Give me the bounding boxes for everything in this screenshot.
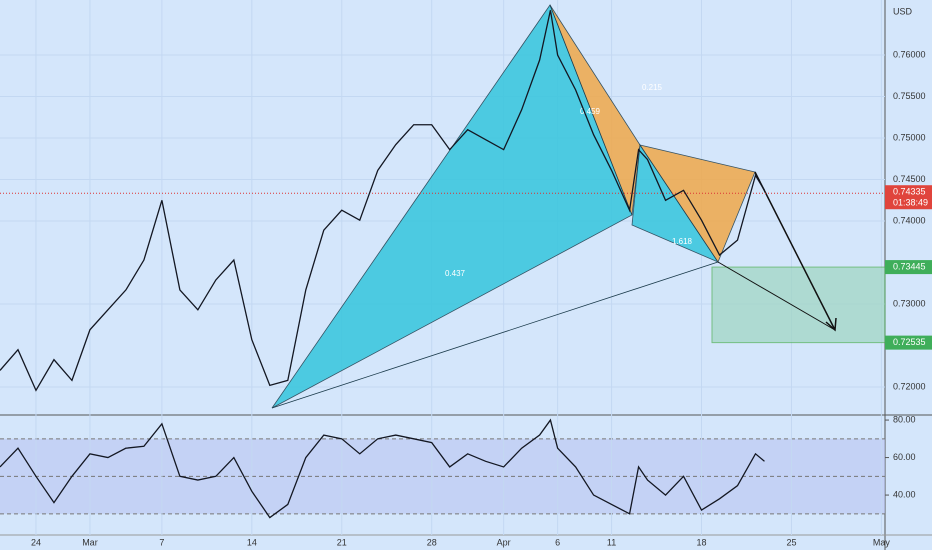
pattern-ratio-label: 0.215: [642, 83, 663, 92]
zone-price-label: 0.72535: [893, 337, 926, 347]
y-tick-label: 0.72000: [893, 381, 926, 391]
zone-badge: [885, 260, 932, 275]
x-tick-label: 24: [31, 537, 41, 547]
countdown-label: 01:38:49: [893, 198, 928, 208]
pattern-line: [271, 261, 719, 409]
arrow-head: [825, 317, 837, 332]
y-tick-label: 60.00: [893, 452, 916, 462]
price-line: [0, 418, 765, 519]
pattern-ratio-label: 0.459: [580, 107, 601, 116]
y-tick-label: 0.75500: [893, 91, 926, 101]
zone-price-label: 0.73445: [893, 261, 926, 271]
pattern-cd: [639, 144, 756, 263]
x-tick-label: May: [873, 537, 891, 547]
x-tick-label: 7: [159, 537, 164, 547]
y-tick-label: 80.00: [893, 414, 916, 424]
y-tick-label: 0.73000: [893, 298, 926, 308]
x-tick-label: 11: [607, 537, 616, 547]
x-tick-label: 14: [247, 537, 257, 547]
projection-arrow: [754, 171, 836, 331]
x-tick-label: 21: [337, 537, 347, 547]
y-tick-label: 0.74500: [893, 174, 926, 184]
x-tick-label: 25: [786, 537, 796, 547]
target-zone: [711, 266, 886, 344]
y-tick-label: 0.75000: [893, 132, 926, 142]
pattern-abc: [549, 4, 641, 216]
x-tick-label: 6: [555, 537, 560, 547]
y-tick-label: 40.00: [893, 489, 916, 499]
zone-badge: [885, 335, 932, 350]
y-tick-label: 0.74000: [893, 215, 926, 225]
pattern-ratio-label: 1.618: [672, 237, 693, 246]
x-tick-label: Mar: [82, 537, 98, 547]
current-price-label: 0.74335: [893, 187, 926, 197]
price-badge: [885, 185, 932, 210]
y-tick-label: 0.76000: [893, 49, 926, 59]
x-tick-label: 18: [697, 537, 707, 547]
currency-label: USD: [893, 6, 913, 16]
projection-arrow: [717, 261, 836, 331]
price-line: [0, 10, 766, 392]
pattern-ratio-label: 0.437: [445, 269, 466, 278]
x-tick-label: Apr: [497, 537, 511, 547]
x-tick-label: 28: [427, 537, 437, 547]
